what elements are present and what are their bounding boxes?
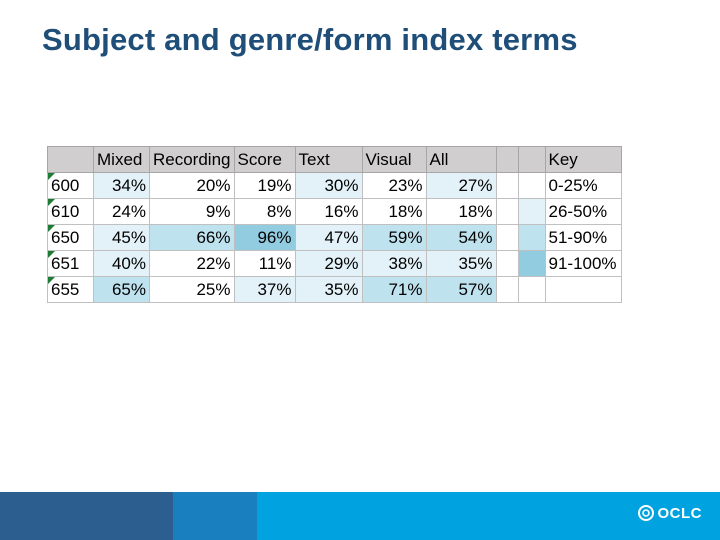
key-swatch: [517, 198, 546, 225]
column-header: Mixed: [93, 146, 150, 173]
table-body: Mixed Recording Score Text Visual All Key 600 34…: [47, 146, 622, 303]
value-cell: 45%: [93, 224, 150, 251]
value-cell: 34%: [93, 172, 150, 199]
table-row: 651 40% 22% 11% 29% 38% 35% 91-100%: [47, 250, 622, 277]
table-row: 650 45% 66% 96% 47% 59% 54% 51-90%: [47, 224, 622, 251]
oclc-logo-icon: [637, 505, 654, 521]
row-tag-cell: 650: [47, 224, 94, 251]
footer-bar: OCLC: [0, 492, 720, 540]
column-header: Key: [544, 146, 622, 173]
footer-segment-mid: [173, 492, 257, 540]
footer-segment-dark: [0, 492, 173, 540]
value-cell: 11%: [233, 250, 296, 277]
table-row: 655 65% 25% 37% 35% 71% 57%: [47, 276, 622, 303]
value-cell: 59%: [361, 224, 427, 251]
value-cell: 38%: [361, 250, 427, 277]
value-cell: 22%: [149, 250, 235, 277]
spacer-cell: [495, 198, 519, 225]
column-header: [495, 146, 519, 173]
oclc-logo-text: OCLC: [657, 504, 702, 522]
key-label: 0-25%: [544, 172, 622, 199]
spacer-cell: [495, 224, 519, 251]
row-tag-cell: 651: [47, 250, 94, 277]
value-cell: 65%: [93, 276, 150, 303]
value-cell: 20%: [149, 172, 235, 199]
column-header: Recording: [149, 146, 235, 173]
row-tag-cell: 655: [47, 276, 94, 303]
value-cell: 9%: [149, 198, 235, 225]
value-cell: 71%: [361, 276, 427, 303]
key-swatch: [517, 276, 546, 303]
value-cell: 23%: [361, 172, 427, 199]
column-header: [517, 146, 546, 173]
key-label: 91-100%: [544, 250, 622, 277]
header-row: Mixed Recording Score Text Visual All Key: [47, 146, 622, 173]
column-header: Score: [233, 146, 296, 173]
row-tag-cell: 600: [47, 172, 94, 199]
key-swatch: [517, 172, 546, 199]
spacer-cell: [495, 276, 519, 303]
value-cell: 66%: [149, 224, 235, 251]
value-cell: 16%: [294, 198, 363, 225]
value-cell: 18%: [425, 198, 497, 225]
value-cell: 35%: [425, 250, 497, 277]
column-header: Visual: [361, 146, 427, 173]
table-row: 600 34% 20% 19% 30% 23% 27% 0-25%: [47, 172, 622, 199]
slide-title: Subject and genre/form index terms: [42, 22, 578, 57]
value-cell: 25%: [149, 276, 235, 303]
value-cell: 30%: [294, 172, 363, 199]
value-cell: 35%: [294, 276, 363, 303]
value-cell: 29%: [294, 250, 363, 277]
spacer-cell: [495, 172, 519, 199]
key-swatch: [517, 224, 546, 251]
value-cell: 40%: [93, 250, 150, 277]
oclc-logo: OCLC: [637, 504, 703, 522]
footer-segment-light: [257, 492, 720, 540]
value-cell: 27%: [425, 172, 497, 199]
key-label: 26-50%: [544, 198, 622, 225]
column-header: Text: [294, 146, 363, 173]
column-header: All: [425, 146, 497, 173]
column-header: [47, 146, 94, 173]
key-label: [544, 276, 622, 303]
key-label: 51-90%: [544, 224, 622, 251]
index-terms-table: Mixed Recording Score Text Visual All Key 600 34…: [47, 146, 622, 303]
value-cell: 57%: [425, 276, 497, 303]
value-cell: 19%: [233, 172, 296, 199]
value-cell: 47%: [294, 224, 363, 251]
value-cell: 8%: [233, 198, 296, 225]
value-cell: 18%: [361, 198, 427, 225]
key-swatch: [517, 250, 546, 277]
row-tag-cell: 610: [47, 198, 94, 225]
value-cell: 96%: [233, 224, 296, 251]
spacer-cell: [495, 250, 519, 277]
value-cell: 54%: [425, 224, 497, 251]
value-cell: 37%: [233, 276, 296, 303]
value-cell: 24%: [93, 198, 150, 225]
table-row: 610 24% 9% 8% 16% 18% 18% 26-50%: [47, 198, 622, 225]
